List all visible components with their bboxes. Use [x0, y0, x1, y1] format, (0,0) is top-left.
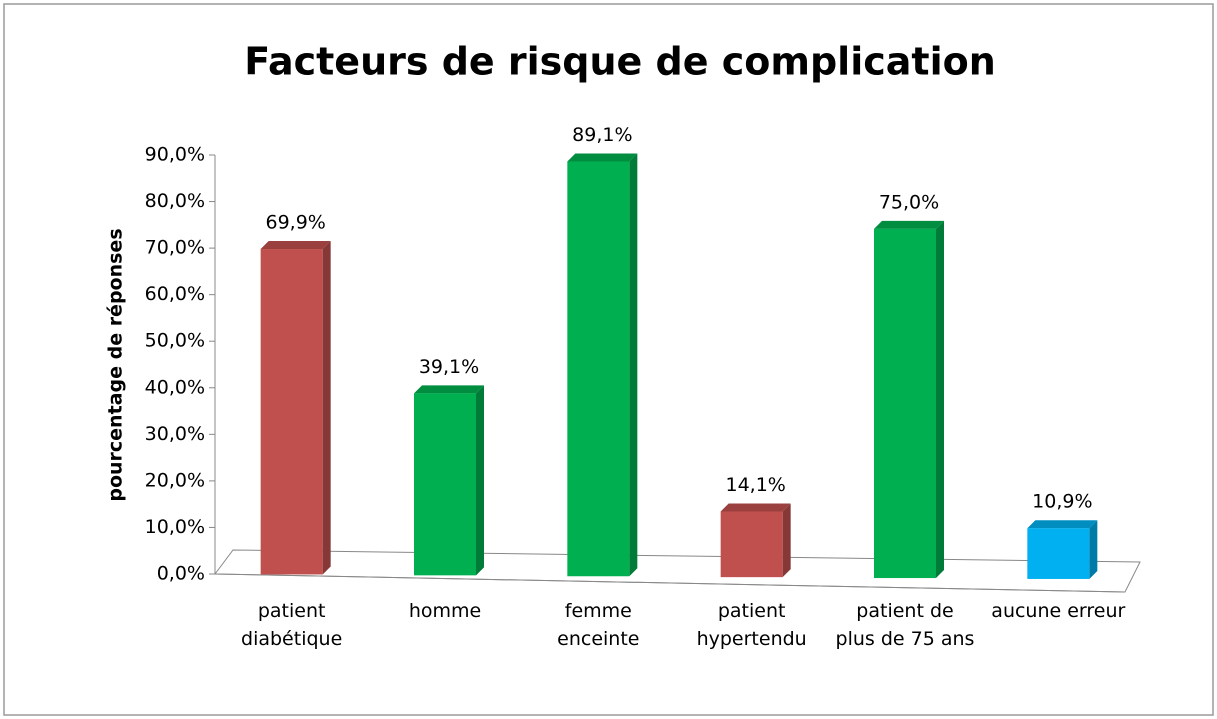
data-label: 75,0% — [879, 191, 939, 213]
y-tick-label: 70,0% — [145, 237, 205, 259]
bar-top — [720, 503, 791, 512]
x-tick-label: femme enceinte — [557, 600, 640, 650]
x-tick-label: aucune erreur — [991, 600, 1126, 622]
bar-top — [874, 220, 944, 229]
bar-top — [414, 385, 484, 394]
bar-side — [629, 153, 638, 577]
bar-top — [567, 153, 638, 162]
bar — [414, 393, 476, 576]
x-tick-label: patient de plus de 75 ans — [835, 600, 975, 650]
data-label: 10,9% — [1032, 491, 1092, 513]
x-tick-label: homme — [408, 600, 482, 622]
y-tick-label: 80,0% — [145, 190, 205, 212]
data-label: 14,1% — [725, 474, 785, 496]
y-tick-label: 0,0% — [157, 563, 205, 585]
bar-side — [1089, 520, 1098, 579]
y-tick-label: 10,0% — [145, 516, 205, 538]
x-axis — [214, 573, 1126, 593]
bar — [567, 161, 630, 577]
chart-title: Facteurs de risque de complication — [244, 40, 996, 84]
bar-side — [936, 220, 944, 579]
y-tick-label: 90,0% — [145, 144, 205, 166]
y-tick-label: 50,0% — [145, 330, 205, 352]
bar — [260, 249, 323, 575]
y-tick-label: 30,0% — [145, 423, 205, 445]
bar-side — [782, 503, 791, 578]
data-label: 39,1% — [419, 356, 479, 378]
y-tick-label: 60,0% — [145, 283, 205, 305]
bar-side — [322, 241, 331, 575]
x-tick-label: patient diabétique — [241, 600, 343, 650]
bar — [1027, 528, 1090, 579]
data-label: 69,9% — [265, 212, 325, 234]
bar-side — [476, 385, 484, 576]
data-label: 89,1% — [572, 124, 632, 146]
bar — [874, 228, 936, 579]
x-tick-label: patient hypertendu — [696, 600, 807, 650]
bar-top — [260, 241, 331, 250]
y-tick-label: 20,0% — [145, 469, 205, 491]
y-axis-label: pourcentage de réponses — [105, 228, 127, 501]
bar — [720, 511, 783, 578]
y-tick-label: 40,0% — [145, 376, 205, 398]
bar-top — [1027, 520, 1098, 529]
